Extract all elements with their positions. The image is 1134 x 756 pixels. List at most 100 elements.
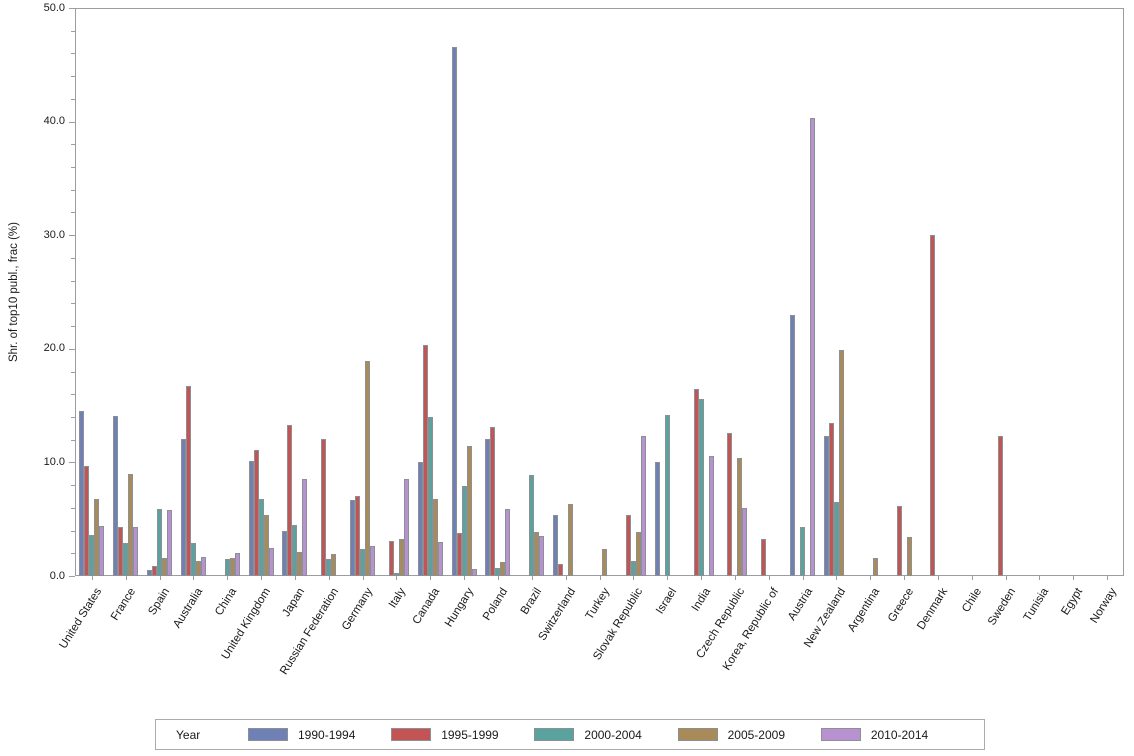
y-axis-minor-tick (71, 30, 75, 32)
legend-title: Year (176, 727, 201, 742)
legend-item-2010-2014: 2010-2014 (820, 727, 964, 742)
y-axis-minor-tick (71, 507, 75, 509)
x-axis-tick (294, 576, 296, 580)
bar-france-1990-1994 (113, 416, 119, 576)
bar-poland-2010-2014 (505, 509, 511, 576)
bar-australia-1990-1994 (180, 439, 186, 576)
bar-new-zealand-2005-2009 (838, 350, 844, 576)
y-axis-minor-tick (71, 394, 75, 396)
y-axis-minor-tick (71, 485, 75, 487)
bar-united-states-2005-2009 (94, 499, 100, 576)
bar-germany-2000-2004 (360, 549, 366, 576)
legend-swatch (677, 728, 718, 741)
bar-new-zealand-1995-1999 (828, 423, 834, 576)
bar-united-states-1995-1999 (84, 466, 90, 576)
x-axis-tick (497, 576, 499, 580)
bar-united-states-2000-2004 (89, 535, 95, 576)
bar-united-kingdom-1990-1994 (248, 461, 254, 576)
x-axis-tick (430, 576, 432, 580)
bar-united-kingdom-2010-2014 (268, 548, 274, 576)
y-axis-minor-tick (71, 76, 75, 78)
bar-united-kingdom-2000-2004 (258, 499, 264, 576)
legend-swatch (820, 728, 861, 741)
y-axis-tick-label: 0.0 (49, 569, 65, 582)
bar-czech-republic-2010-2014 (742, 508, 748, 576)
bar-hungary-2000-2004 (461, 486, 467, 576)
bar-greece-2005-2009 (906, 537, 912, 576)
bar-united-states-1990-1994 (79, 411, 85, 576)
bar-czech-republic-2005-2009 (737, 458, 743, 576)
bar-brazil-2000-2004 (529, 475, 535, 576)
bar-united-kingdom-2005-2009 (263, 515, 269, 576)
bar-poland-2000-2004 (495, 568, 501, 576)
bar-germany-2005-2009 (365, 361, 371, 576)
plot-area (75, 8, 1124, 576)
bar-canada-2005-2009 (432, 499, 438, 576)
bar-china-2010-2014 (234, 553, 240, 576)
legend-swatch (534, 728, 575, 741)
bar-italy-2000-2004 (393, 573, 399, 576)
bar-italy-2010-2014 (403, 479, 409, 576)
y-axis-minor-tick (71, 530, 75, 532)
x-axis-tick (701, 576, 703, 580)
y-axis-tick-label: 50.0 (43, 1, 65, 14)
bar-france-2000-2004 (123, 543, 129, 576)
x-axis-tick (836, 576, 838, 580)
y-axis-minor-tick (71, 371, 75, 373)
bar-italy-1995-1999 (388, 541, 394, 576)
legend-item-2005-2009: 2005-2009 (677, 728, 821, 742)
bar-spain-2010-2014 (167, 510, 173, 576)
x-axis-tick (464, 576, 466, 580)
legend-label: 2010-2014 (870, 727, 929, 742)
x-axis-tick (734, 576, 736, 580)
bar-slovak-republic-2010-2014 (640, 436, 646, 576)
bar-austria-2000-2004 (800, 527, 806, 576)
x-axis-tick (768, 576, 770, 580)
bar-denmark-1995-1999 (930, 235, 936, 576)
bar-japan-2010-2014 (302, 479, 308, 576)
bar-japan-2005-2009 (297, 552, 303, 576)
bar-slovak-republic-2000-2004 (630, 561, 636, 576)
y-axis-minor-tick (71, 212, 75, 214)
bar-poland-2005-2009 (500, 562, 506, 576)
y-axis-minor-tick (71, 189, 75, 191)
y-axis-major-tick (69, 462, 75, 464)
bar-slovak-republic-2005-2009 (635, 532, 641, 576)
bar-hungary-2005-2009 (466, 446, 472, 576)
legend: Year 1990-1994 1995-1999 2000-2004 2005-200… (155, 719, 985, 750)
legend-label: 2000-2004 (584, 727, 642, 742)
bar-japan-1995-1999 (287, 425, 293, 576)
bar-australia-2005-2009 (195, 561, 201, 576)
bar-japan-2000-2004 (292, 525, 298, 576)
bar-germany-1995-1999 (355, 496, 361, 576)
legend-swatch (391, 728, 432, 741)
bar-germany-1990-1994 (350, 500, 356, 576)
bar-russian-federation-2000-2004 (326, 559, 332, 576)
bar-india-2000-2004 (698, 399, 704, 576)
x-axis-tick (328, 576, 330, 580)
bar-korea-republic-of-1995-1999 (761, 539, 767, 576)
bar-canada-2010-2014 (437, 542, 443, 576)
y-axis-major-tick (69, 121, 75, 123)
bar-germany-2010-2014 (370, 546, 376, 576)
y-axis-minor-tick (71, 53, 75, 55)
legend-label: 1995-1999 (441, 727, 499, 742)
bar-france-1995-1999 (118, 527, 124, 576)
x-axis-tick (904, 576, 906, 580)
x-axis-tick (971, 576, 973, 580)
y-axis-minor-tick (71, 257, 75, 259)
y-axis-minor-tick (71, 326, 75, 328)
bar-greece-1995-1999 (896, 506, 902, 576)
x-axis-tick (1073, 576, 1075, 580)
x-axis-tick (362, 576, 364, 580)
bar-canada-2000-2004 (427, 417, 433, 576)
bar-japan-1990-1994 (282, 531, 288, 576)
bar-turkey-2005-2009 (602, 549, 607, 576)
bar-china-2005-2009 (229, 558, 235, 576)
y-axis-tick-label: 30.0 (43, 228, 65, 241)
y-axis-minor-tick (71, 416, 75, 418)
legend-item-1995-1999: 1995-1999 (391, 728, 534, 742)
y-axis-minor-tick (71, 144, 75, 146)
y-axis-major-tick (69, 8, 75, 9)
